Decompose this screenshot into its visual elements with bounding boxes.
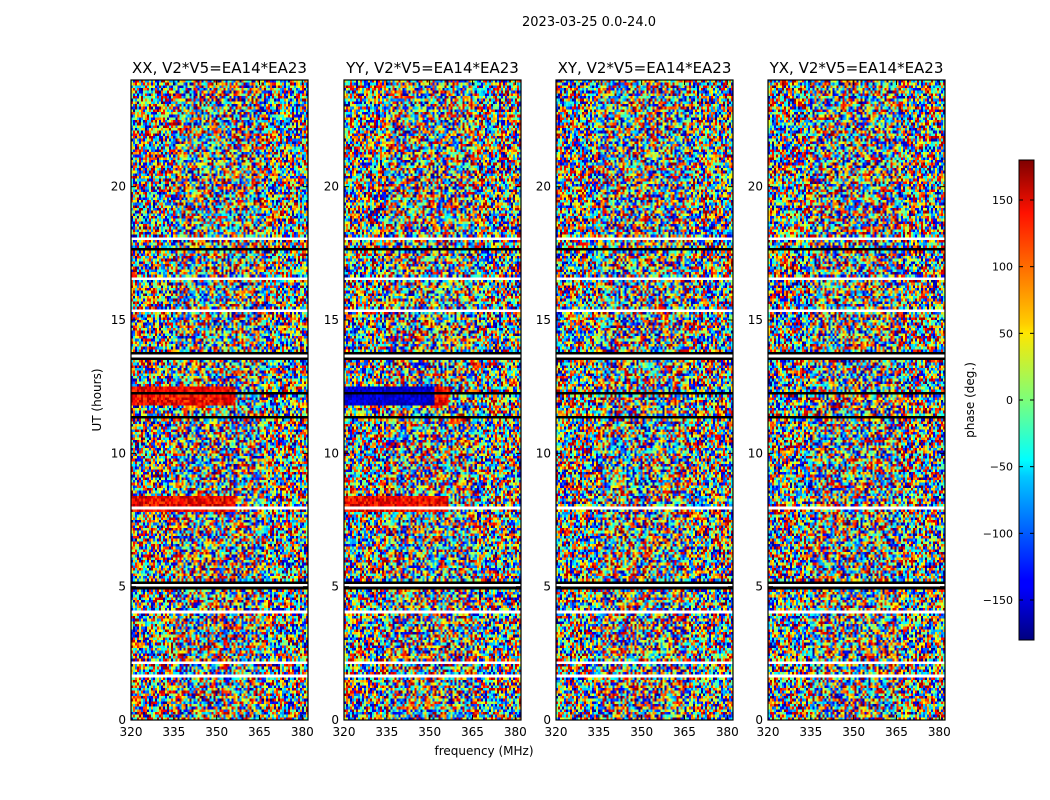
x-tick-label: 335 [375,725,398,739]
y-tick-label: 5 [755,580,763,594]
x-tick-label: 365 [673,725,696,739]
y-tick-label: 0 [118,713,126,727]
x-tick-label: 320 [545,725,568,739]
panel-frame [767,79,946,721]
colorbar-tick-label: 0 [1006,394,1013,407]
panel-title: XX, V2*V5=EA14*EA23 [132,59,307,77]
colorbar-tick-label: −100 [983,527,1013,540]
figure-title: 2023-03-25 0.0-24.0 [522,15,656,30]
y-tick-label: 20 [536,180,551,194]
x-tick-label: 365 [248,725,271,739]
y-tick-label: 15 [111,313,126,327]
y-axis-label: UT (hours) [90,368,104,431]
y-tick-label: 5 [331,580,339,594]
colorbar-tick-label: −50 [990,461,1013,474]
colorbar-tick-label: 150 [992,194,1013,207]
x-tick-label: 335 [799,725,822,739]
x-tick-label: 350 [205,725,228,739]
colorbar-tick-label: 100 [992,261,1013,274]
x-tick-label: 350 [842,725,865,739]
colorbar-tick-label: 50 [999,327,1013,340]
y-tick-label: 20 [748,180,763,194]
y-tick-label: 10 [111,446,126,460]
x-tick-label: 380 [716,725,739,739]
y-tick-label: 5 [118,580,126,594]
y-tick-label: 15 [748,313,763,327]
y-tick-label: 5 [543,580,551,594]
y-tick-label: 15 [536,313,551,327]
x-tick-label: 380 [291,725,314,739]
x-tick-label: 350 [418,725,441,739]
y-tick-label: 20 [324,180,339,194]
y-tick-label: 10 [748,446,763,460]
x-tick-label: 320 [757,725,780,739]
x-tick-label: 380 [928,725,951,739]
colorbar: −150 −100 −50 0 50 100 150 phase (deg.) [963,159,1035,641]
x-tick-label: 320 [333,725,356,739]
phase-heatmap [556,80,733,720]
x-tick-label: 350 [630,725,653,739]
panel-title: YX, V2*V5=EA14*EA23 [769,59,944,77]
x-tick-label: 365 [885,725,908,739]
panel-frame [555,79,734,721]
y-tick-label: 15 [324,313,339,327]
x-tick-label: 335 [162,725,185,739]
x-tick-label: 365 [461,725,484,739]
panel-frame [343,79,522,721]
x-tick-label: 380 [504,725,527,739]
panel-xy: XY, V2*V5=EA14*EA23 320 335 350 365 380 0 5 10 15… [536,59,739,739]
y-tick-label: 10 [324,446,339,460]
panel-frame [130,79,309,721]
y-tick-label: 10 [536,446,551,460]
panel-yy: YY, V2*V5=EA14*EA23 320 335 350 365 380 0 5 10 15… [324,59,527,739]
phase-heatmap [768,80,945,720]
panel-title: YY, V2*V5=EA14*EA23 [345,59,519,77]
x-tick-label: 320 [120,725,143,739]
panel-title: XY, V2*V5=EA14*EA23 [558,59,732,77]
phase-heatmap [131,80,308,720]
x-tick-label: 335 [587,725,610,739]
phase-heatmap [344,80,521,720]
panel-xx: XX, V2*V5=EA14*EA23 320 335 350 365 380 0 5 10 15… [111,59,314,739]
y-tick-label: 0 [331,713,339,727]
x-axis-label: frequency (MHz) [434,744,533,758]
y-tick-label: 20 [111,180,126,194]
colorbar-tick-label: −150 [983,594,1013,607]
y-tick-label: 0 [755,713,763,727]
panel-yx: YX, V2*V5=EA14*EA23 320 335 350 365 380 0 5 10 15… [748,59,951,739]
y-tick-label: 0 [543,713,551,727]
colorbar-label: phase (deg.) [963,362,977,438]
